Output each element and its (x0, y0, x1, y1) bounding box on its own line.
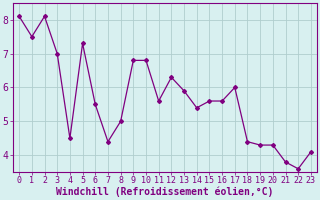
X-axis label: Windchill (Refroidissement éolien,°C): Windchill (Refroidissement éolien,°C) (56, 187, 274, 197)
